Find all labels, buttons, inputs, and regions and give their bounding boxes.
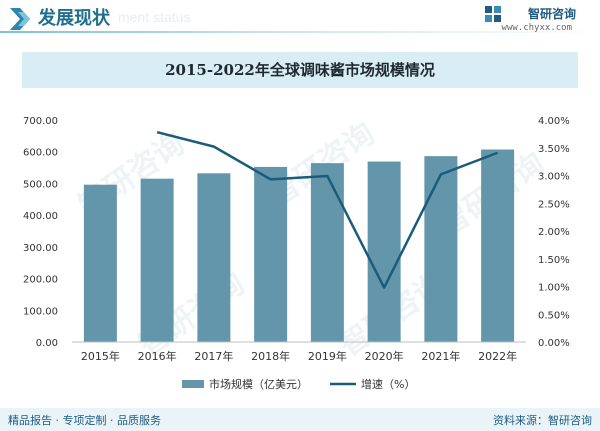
y-right-tick-label: 3.00% bbox=[538, 172, 570, 183]
y-right-tick-label: 0.00% bbox=[538, 338, 570, 349]
y-axis-right: 0.00% 0.50% 1.00% 1.50% 2.00% 2.50% 3.00% 3.50%… bbox=[538, 116, 570, 349]
bar bbox=[481, 149, 515, 342]
market-size-chart: 0.00 100.00 200.00 300.00 400.00 500.00 600.00… bbox=[23, 116, 570, 391]
x-tick-label: 2020年 bbox=[365, 349, 404, 363]
x-axis: 2015年 2016年 2017年 2018年 2019年 2020年 2021年 2022年 bbox=[72, 341, 526, 363]
y-left-tick-label: 0.00 bbox=[36, 338, 58, 349]
x-tick-label: 2018年 bbox=[251, 349, 290, 363]
line-series bbox=[156, 130, 499, 289]
y-left-tick-label: 700.00 bbox=[23, 116, 58, 127]
legend-label-bar: 市场规模（亿美元） bbox=[209, 377, 308, 391]
y-right-tick-label: 1.00% bbox=[538, 283, 570, 294]
brand-block: 智研咨询 www.chyxx.com bbox=[432, 5, 592, 37]
chart-title: 2015-2022年全球调味酱市场规模情况 bbox=[165, 61, 435, 79]
page-footer: 精品报告 · 专项定制 · 品质服务 资料来源：智研咨询 bbox=[0, 408, 600, 431]
y-right-tick-label: 2.50% bbox=[538, 199, 570, 210]
footer-source: 资料来源：智研咨询 bbox=[493, 414, 592, 427]
brand-name: 智研咨询 bbox=[527, 7, 576, 21]
bar bbox=[83, 184, 117, 342]
y-left-tick-label: 400.00 bbox=[23, 211, 58, 222]
y-left-tick-label: 100.00 bbox=[23, 306, 58, 317]
section-subtitle-watermark: ment status bbox=[118, 9, 191, 25]
brand-url: www.chyxx.com bbox=[501, 23, 572, 33]
bar bbox=[254, 166, 288, 342]
x-tick-label: 2019年 bbox=[308, 349, 347, 363]
header-divider bbox=[0, 31, 600, 33]
brand-logo-icon bbox=[485, 6, 501, 22]
y-right-tick-label: 1.50% bbox=[538, 255, 570, 266]
bar bbox=[310, 163, 344, 342]
footer-slogan: 精品报告 · 专项定制 · 品质服务 bbox=[8, 414, 161, 427]
y-left-tick-label: 200.00 bbox=[23, 275, 58, 286]
x-tick-label: 2015年 bbox=[81, 349, 120, 363]
y-right-tick-label: 0.50% bbox=[538, 310, 570, 321]
chart-title-banner: 2015-2022年全球调味酱市场规模情况 bbox=[22, 52, 578, 88]
bar bbox=[197, 173, 231, 342]
y-axis-left: 0.00 100.00 200.00 300.00 400.00 500.00 600.00… bbox=[23, 116, 58, 349]
x-tick-label: 2016年 bbox=[138, 349, 177, 363]
section-title: 发展现状 bbox=[38, 8, 110, 29]
y-right-tick-label: 4.00% bbox=[538, 116, 570, 127]
bar bbox=[424, 156, 458, 342]
page-header: 发展现状 ment status 智研咨询 www.chyxx.com bbox=[0, 0, 600, 40]
y-right-tick-label: 3.50% bbox=[538, 144, 570, 155]
bar-series bbox=[83, 149, 515, 342]
y-left-tick-label: 500.00 bbox=[23, 179, 58, 190]
bar bbox=[367, 161, 401, 342]
header-chevron-icon bbox=[10, 8, 30, 30]
y-left-tick-label: 300.00 bbox=[23, 243, 58, 254]
legend-swatch-bar bbox=[182, 380, 204, 388]
bar bbox=[140, 178, 174, 342]
x-tick-label: 2017年 bbox=[194, 349, 233, 363]
x-tick-label: 2022年 bbox=[478, 349, 517, 363]
x-tick-label: 2021年 bbox=[421, 349, 460, 363]
legend-label-line: 增速（%） bbox=[361, 377, 415, 391]
y-left-tick-label: 600.00 bbox=[23, 148, 58, 159]
chart-legend: 市场规模（亿美元） 增速（%） bbox=[182, 377, 415, 391]
y-right-tick-label: 2.00% bbox=[538, 227, 570, 238]
